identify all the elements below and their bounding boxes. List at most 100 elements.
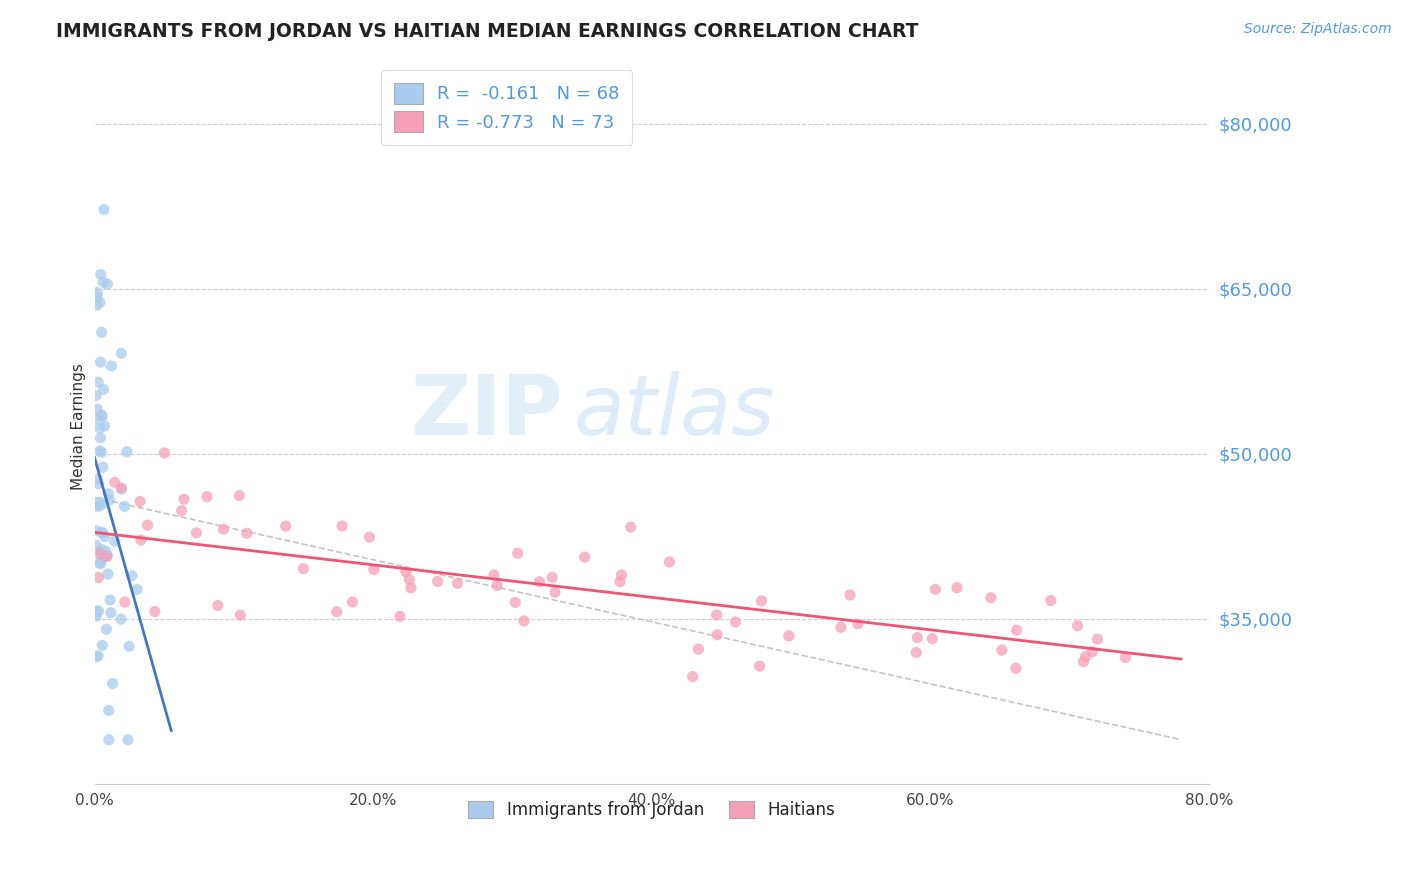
Point [93, 383, 115, 397]
Point [117, 732, 139, 747]
Point [90, 355, 112, 369]
Point [924, 582, 946, 597]
Point [388, 609, 411, 624]
Point [228, 489, 250, 503]
Point [87, 500, 110, 514]
Point [84, 538, 107, 552]
Point [326, 605, 349, 619]
Point [98, 593, 121, 607]
Point [97, 567, 120, 582]
Point [136, 518, 159, 533]
Point [94, 530, 117, 544]
Point [342, 595, 364, 609]
Point [90, 542, 112, 557]
Point [115, 445, 138, 459]
Point [91, 638, 114, 652]
Point [186, 525, 208, 540]
Point [121, 568, 143, 582]
Point [90, 545, 112, 559]
Point [153, 446, 176, 460]
Point [86, 285, 108, 300]
Point [905, 631, 928, 645]
Point [90, 268, 112, 282]
Text: Source: ZipAtlas.com: Source: ZipAtlas.com [1244, 22, 1392, 37]
Legend: Immigrants from Jordan, Haitians: Immigrants from Jordan, Haitians [461, 794, 842, 825]
Point [991, 643, 1014, 657]
Point [170, 503, 193, 517]
Point [946, 581, 969, 595]
Point [748, 659, 770, 673]
Point [207, 599, 229, 613]
Point [395, 565, 418, 579]
Point [89, 295, 111, 310]
Point [274, 519, 297, 533]
Point [91, 549, 114, 564]
Point [905, 646, 928, 660]
Point [1114, 650, 1136, 665]
Point [98, 492, 121, 507]
Point [96, 622, 118, 636]
Point [1081, 645, 1104, 659]
Point [486, 578, 509, 592]
Point [97, 732, 120, 747]
Point [830, 620, 852, 634]
Point [100, 606, 122, 620]
Point [87, 476, 110, 491]
Point [1073, 655, 1095, 669]
Point [426, 574, 449, 589]
Point [173, 492, 195, 507]
Point [86, 289, 108, 303]
Point [212, 522, 235, 536]
Point [91, 275, 114, 289]
Point [89, 431, 111, 445]
Point [292, 562, 315, 576]
Point [84, 499, 107, 513]
Text: atlas: atlas [574, 371, 775, 452]
Point [541, 570, 564, 584]
Point [89, 547, 111, 561]
Point [682, 670, 704, 684]
Point [114, 595, 136, 609]
Text: IMMIGRANTS FROM JORDAN VS HAITIAN MEDIAN EARNINGS CORRELATION CHART: IMMIGRANTS FROM JORDAN VS HAITIAN MEDIAN… [56, 22, 918, 41]
Point [513, 614, 536, 628]
Point [110, 612, 132, 626]
Point [90, 445, 112, 459]
Point [839, 588, 862, 602]
Point [90, 557, 112, 571]
Point [610, 568, 633, 582]
Point [724, 615, 747, 629]
Point [620, 520, 643, 534]
Point [110, 481, 132, 495]
Point [706, 607, 728, 622]
Point [359, 530, 381, 544]
Point [1074, 649, 1097, 664]
Point [87, 571, 110, 585]
Point [143, 605, 166, 619]
Point [86, 402, 108, 417]
Point [91, 460, 114, 475]
Point [97, 487, 120, 501]
Point [86, 472, 108, 486]
Y-axis label: Median Earnings: Median Earnings [72, 363, 86, 490]
Point [503, 595, 526, 609]
Point [195, 490, 218, 504]
Point [398, 573, 420, 587]
Point [96, 277, 118, 292]
Point [89, 556, 111, 570]
Point [101, 676, 124, 690]
Point [84, 524, 107, 538]
Point [658, 555, 681, 569]
Point [97, 704, 120, 718]
Point [93, 419, 115, 434]
Point [1004, 661, 1026, 675]
Point [574, 550, 596, 565]
Point [91, 526, 114, 541]
Point [90, 326, 112, 340]
Point [86, 298, 108, 312]
Point [104, 534, 127, 549]
Point [90, 408, 112, 422]
Point [87, 648, 110, 663]
Text: ZIP: ZIP [411, 371, 562, 452]
Point [84, 649, 107, 664]
Point [363, 563, 385, 577]
